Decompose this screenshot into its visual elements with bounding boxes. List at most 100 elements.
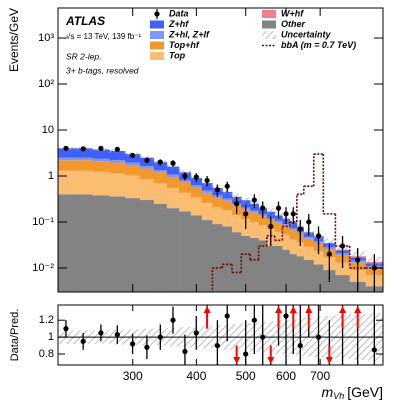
data-point <box>306 219 312 225</box>
legend-label: Other <box>281 19 306 29</box>
ratio-point <box>130 341 136 347</box>
stack-segment <box>201 220 213 292</box>
legend-swatch <box>150 41 164 50</box>
legend-label: Top+hf <box>169 40 200 50</box>
stack-segment <box>289 239 298 255</box>
stack-segment <box>153 183 168 204</box>
ratio-point <box>63 326 69 332</box>
stack-segment <box>282 249 291 292</box>
data-point <box>182 173 188 179</box>
stack-segment <box>303 259 315 292</box>
y-tick-label: 10 <box>42 124 54 136</box>
ratio-point <box>144 344 150 350</box>
y-tick-label: 10² <box>38 78 54 90</box>
stack-segment <box>222 226 233 292</box>
ratio-arrow-head <box>339 306 347 313</box>
data-point <box>63 145 69 151</box>
stack-segment <box>139 179 155 201</box>
uncertainty-band <box>241 197 251 204</box>
main-frame <box>57 7 384 293</box>
legend-label: Uncertainty <box>281 29 332 39</box>
x-label-symbol: m <box>322 384 334 400</box>
stack-segment <box>258 240 268 292</box>
stack-segment <box>222 200 233 211</box>
data-point <box>170 160 176 166</box>
ratio-point <box>283 313 289 319</box>
ratio-point <box>214 342 220 349</box>
overlay: 10⁻² 10⁻¹ 1 10 10² 10³ 0.8 1 1.2 300 400 500 600 700 O… <box>32 8 383 383</box>
ratio-arrow-head <box>203 306 211 313</box>
stack-segment <box>212 207 223 225</box>
data-point <box>80 146 86 152</box>
data-point <box>355 257 361 263</box>
ratio-arrow-head <box>325 357 333 364</box>
stack-segment <box>222 198 233 201</box>
stack-segment <box>282 226 291 235</box>
legend-swatch <box>262 10 276 18</box>
stack-segment <box>212 197 223 208</box>
legend-label: Data <box>169 8 189 18</box>
ratio-arrow-head <box>233 357 241 364</box>
stack-segment <box>179 182 192 193</box>
stack-segment <box>166 177 180 188</box>
uncertainty-band <box>266 208 275 216</box>
data-point <box>268 223 274 230</box>
data-point <box>157 159 163 165</box>
energy-label: √s = 13 TeV, 139 fb⁻¹ <box>66 32 141 41</box>
stack-segment <box>153 162 168 170</box>
ratio-point <box>371 347 377 353</box>
stack-segment <box>266 246 276 292</box>
stack-segment <box>274 220 283 223</box>
legend-swatch <box>150 31 164 39</box>
legend-label: Top <box>169 50 186 60</box>
y-tick-label: 10³ <box>38 32 54 44</box>
y-tick-label: 10⁻¹ <box>32 216 54 228</box>
data-point <box>297 226 303 232</box>
data-point <box>326 251 332 257</box>
stack-segment <box>201 202 213 221</box>
ratio-point <box>157 334 163 340</box>
stack-segment <box>222 210 233 227</box>
stack-segment <box>201 183 213 191</box>
data-point <box>144 157 150 163</box>
stack-segment <box>282 234 291 250</box>
uncertainty-band <box>166 164 180 169</box>
legend-label: bbA (m = 0.7 TeV) <box>281 40 356 50</box>
stack-segment <box>92 195 110 292</box>
ratio-arrow-head <box>289 306 297 313</box>
x-tick-label: 600 <box>276 369 296 383</box>
stack-segment <box>190 185 203 188</box>
stack-segment <box>92 149 110 159</box>
stack-segment <box>58 157 75 161</box>
ratio-y-tick-label: 0.8 <box>39 348 54 360</box>
stack-segment <box>92 161 110 172</box>
stack-segment <box>258 216 268 226</box>
stack-segment <box>241 200 251 208</box>
ratio-axis-label: Data/Pred. <box>9 309 21 362</box>
stack-segment <box>274 231 283 247</box>
stack-segment <box>201 192 213 203</box>
y-tick-label: 1 <box>48 170 54 182</box>
data-point <box>214 187 220 193</box>
stack-segment <box>73 170 93 195</box>
y-tick-label: 10⁻² <box>32 262 54 274</box>
stack-segment <box>250 237 259 292</box>
data-point <box>275 205 282 211</box>
stack-segment <box>274 246 283 292</box>
data-point <box>130 152 136 159</box>
stack-segment <box>109 173 126 197</box>
stack-segment <box>166 187 180 209</box>
stack-segment <box>258 225 268 241</box>
stack-segment <box>296 242 305 257</box>
ratio-plot <box>58 305 383 365</box>
data-point <box>243 211 249 217</box>
ratio-point <box>98 330 104 336</box>
y-axis-label: Events/GeV <box>7 8 21 72</box>
stack-segment <box>179 179 192 183</box>
stack-segment <box>289 230 298 240</box>
uncertainty-band <box>222 189 233 196</box>
stack-segment <box>179 192 192 212</box>
atlas-label: ATLAS <box>65 14 105 28</box>
x-label-unit: [GeV] <box>347 384 383 400</box>
stack-segment <box>232 215 242 233</box>
